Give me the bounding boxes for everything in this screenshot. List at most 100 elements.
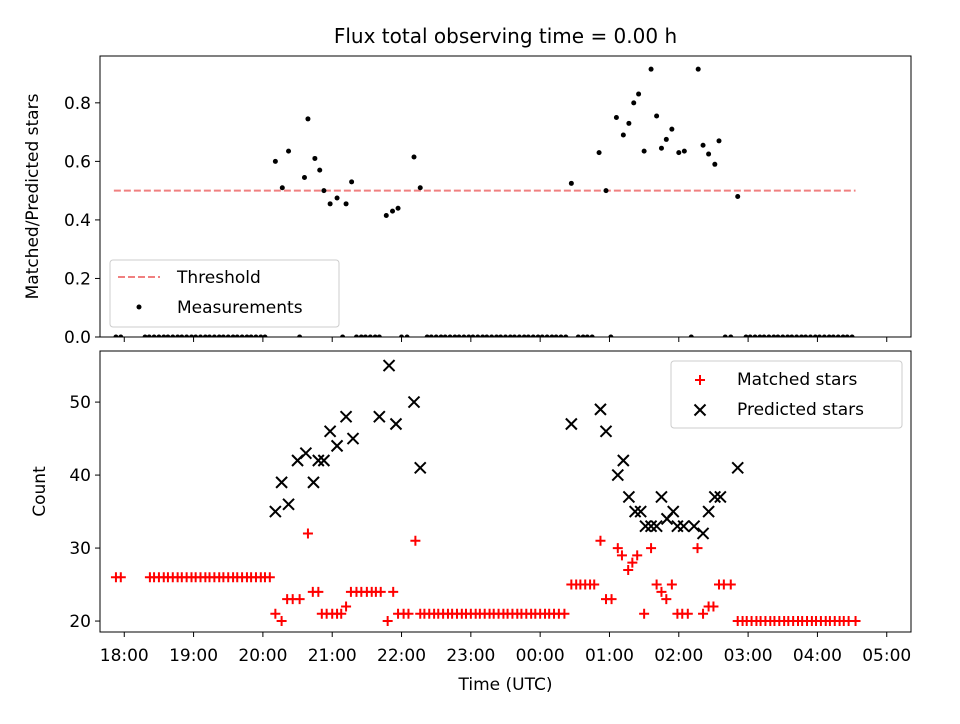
- measurement-point: [244, 334, 250, 337]
- measurement-point: [438, 334, 444, 337]
- measurement-point: [584, 334, 590, 337]
- measurement-point: [695, 66, 701, 72]
- matched-star-marker: [270, 608, 281, 619]
- measurement-point: [575, 334, 581, 337]
- measurement-point: [118, 334, 124, 337]
- measurement-point: [395, 205, 401, 211]
- measurement-point: [544, 334, 550, 337]
- predicted-star-marker: [269, 505, 282, 518]
- measurement-point: [521, 334, 527, 337]
- measurement-point: [663, 136, 669, 142]
- predicted-star-marker: [708, 490, 722, 504]
- measurement-point: [286, 148, 292, 154]
- predicted-star-marker: [414, 461, 427, 474]
- axes-frame: [99, 55, 912, 338]
- measurement-point: [681, 148, 687, 154]
- y-tick-label: 0.0: [64, 328, 91, 348]
- measurement-point: [794, 334, 800, 337]
- measurement-point: [830, 334, 836, 337]
- measurement-point: [648, 66, 654, 72]
- matched-star-marker: [651, 579, 662, 590]
- measurement-point: [234, 334, 240, 337]
- measurement-point: [151, 334, 157, 337]
- measurement-point: [272, 158, 278, 164]
- x-tick-label: 03:00: [724, 646, 773, 666]
- measurement-point: [383, 213, 389, 219]
- measurement-point: [417, 185, 423, 191]
- measurement-point: [503, 334, 508, 337]
- measurement-point: [676, 150, 682, 156]
- measurement-point: [840, 334, 846, 337]
- legend: Threshold Measurements: [109, 259, 340, 328]
- measurement-point: [424, 334, 430, 337]
- measurement-point: [461, 334, 467, 337]
- predicted-star-marker: [611, 468, 624, 482]
- measurement-point: [165, 334, 171, 337]
- x-tick-label: 18:00: [100, 646, 149, 666]
- measurement-point: [248, 334, 254, 337]
- measurement-point: [466, 334, 472, 337]
- matched-star-marker: [708, 601, 719, 612]
- measurement-point: [301, 174, 307, 180]
- matched-star-marker: [656, 586, 667, 597]
- predicted-star-marker: [696, 527, 710, 540]
- measurement-point: [512, 334, 518, 337]
- measurement-point: [452, 334, 458, 337]
- measurement-point: [580, 334, 586, 337]
- matched-star-marker: [646, 543, 657, 554]
- predicted-star-marker: [702, 505, 715, 518]
- x-tick-label: 19:00: [169, 646, 218, 666]
- measurement-point: [334, 195, 340, 201]
- matched-star-marker: [606, 594, 617, 605]
- x-tick-label: 02:00: [654, 646, 703, 666]
- measurement-point: [535, 334, 541, 337]
- predicted-star-marker: [346, 432, 360, 445]
- count-panel: 20 30 40 50 18:00 19:00 20:00 21:00 22:00 23:00 00…: [30, 350, 912, 666]
- measurement-point: [803, 334, 809, 337]
- y-tick-label: 50: [69, 393, 91, 413]
- measurement-point: [530, 334, 536, 337]
- measurement-point: [613, 114, 619, 120]
- y-tick-label: 0.6: [64, 152, 91, 172]
- measurement-point: [161, 334, 167, 337]
- measurement-point: [367, 334, 373, 337]
- measurement-point: [507, 334, 513, 337]
- matched-star-marker: [595, 535, 606, 546]
- measurement-point: [844, 334, 850, 337]
- measurement-point: [817, 334, 823, 337]
- measurement-point: [775, 334, 781, 337]
- x-tick-label: 23:00: [446, 646, 495, 666]
- measurement-point: [669, 126, 675, 132]
- measurement-point: [188, 334, 194, 337]
- predicted-star-marker: [382, 359, 396, 372]
- matched-star-marker: [264, 572, 275, 583]
- measurement-point: [821, 334, 827, 337]
- matched-star-marker: [612, 543, 623, 554]
- measurement-point: [142, 334, 148, 337]
- predicted-star-marker: [628, 505, 642, 518]
- matched-star-marker: [616, 550, 627, 561]
- measurement-point: [700, 142, 706, 148]
- measurement-point: [812, 334, 818, 337]
- legend-measurement-swatch: [136, 304, 142, 310]
- measurement-point: [553, 334, 559, 337]
- predicted-star-marker: [617, 454, 630, 467]
- measurement-point: [230, 334, 236, 337]
- legend-label: Predicted stars: [737, 400, 864, 420]
- measurement-point: [785, 334, 791, 337]
- measurement-point: [757, 334, 763, 337]
- measurement-point: [735, 194, 741, 199]
- measurement-point: [766, 334, 772, 337]
- measurement-point: [626, 120, 632, 126]
- measurement-point: [390, 208, 396, 214]
- measurement-point: [321, 188, 327, 194]
- legend-box: [109, 259, 340, 328]
- measurement-point: [743, 334, 749, 337]
- predicted-star-marker: [655, 490, 668, 504]
- predicted-star-marker: [312, 454, 325, 467]
- x-tick-label: 21:00: [308, 646, 357, 666]
- predicted-star-marker: [644, 519, 658, 533]
